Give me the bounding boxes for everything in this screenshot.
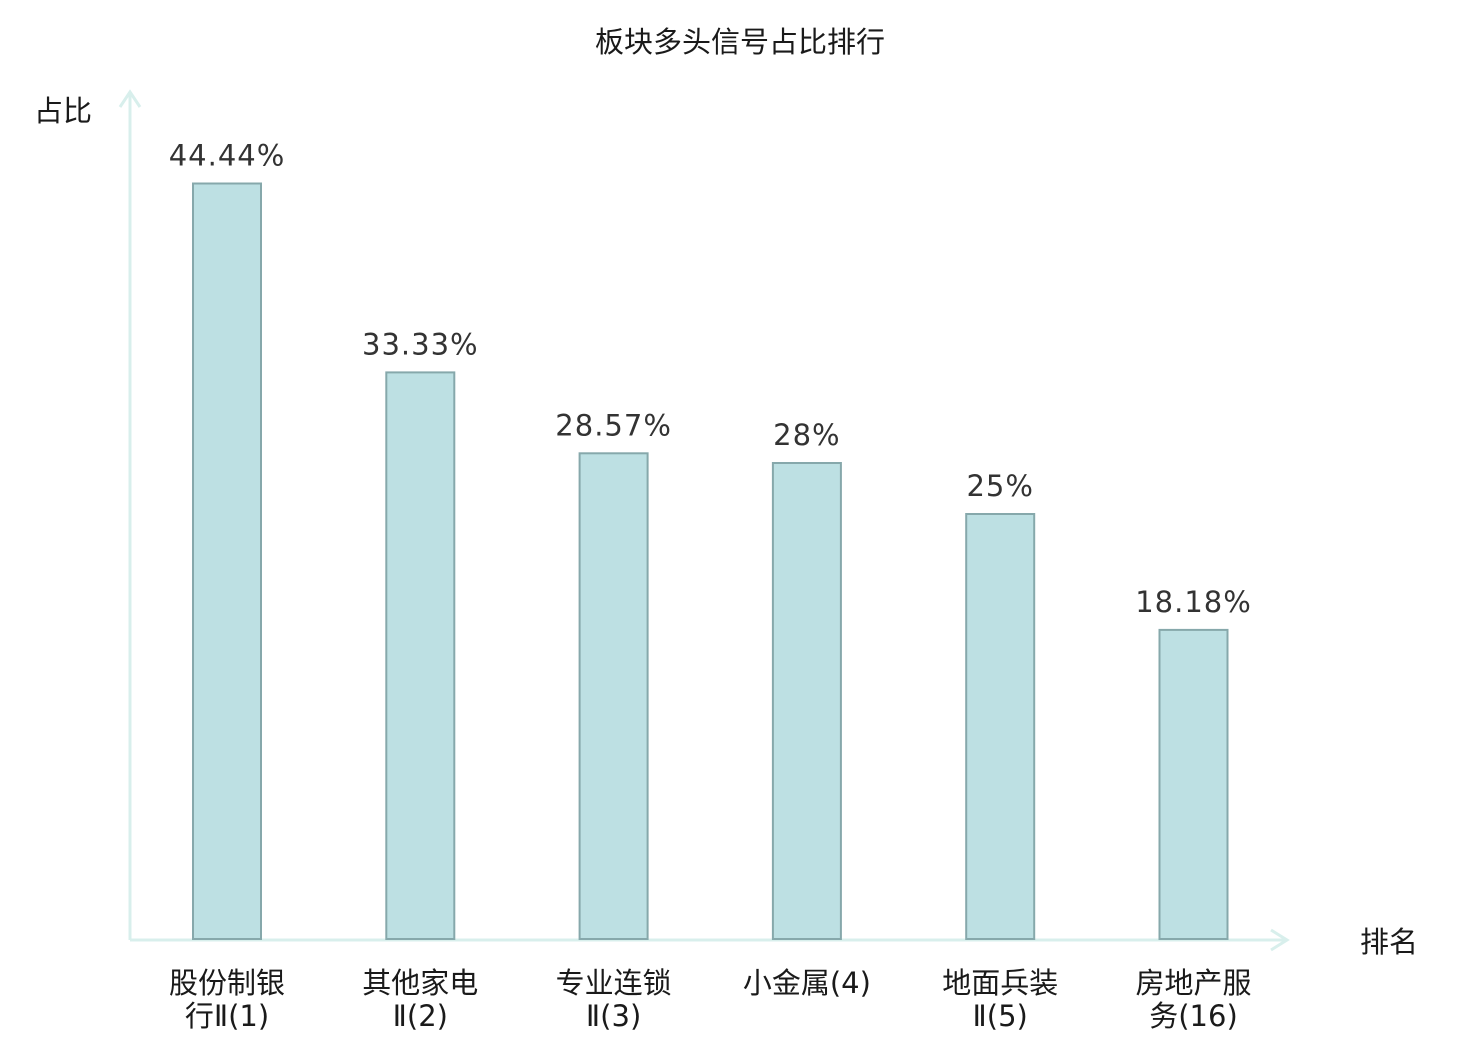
chart-title: 板块多头信号占比排行 bbox=[595, 25, 885, 59]
category-label-5-line-2: Ⅱ(5) bbox=[973, 999, 1028, 1033]
value-label-2: 33.33% bbox=[362, 327, 479, 361]
value-label-3: 28.57% bbox=[555, 408, 672, 442]
category-label-1-line-2: 行Ⅱ(1) bbox=[185, 999, 269, 1033]
bar-5 bbox=[965, 513, 1036, 940]
x-axis bbox=[130, 928, 1290, 952]
y-axis-label: 占比 bbox=[34, 94, 92, 128]
bar-3 bbox=[578, 452, 649, 940]
category-label-6-line-2: 务(16) bbox=[1149, 999, 1238, 1033]
value-label-1: 44.44% bbox=[169, 139, 286, 173]
bars bbox=[192, 182, 1229, 941]
bar-6 bbox=[1158, 628, 1229, 941]
category-label-3-line-2: Ⅱ(3) bbox=[586, 999, 641, 1033]
category-label-2-line-1: 其他家电 bbox=[362, 966, 478, 1000]
bar-2 bbox=[385, 371, 456, 940]
value-label-5: 25% bbox=[966, 469, 1033, 503]
value-label-6: 18.18% bbox=[1135, 585, 1252, 619]
category-label-5-line-1: 地面兵装 bbox=[942, 966, 1058, 1000]
category-label-1-line-1: 股份制银 bbox=[169, 966, 285, 1000]
bar-1 bbox=[192, 182, 262, 940]
x-axis-label: 排名 bbox=[1360, 925, 1418, 959]
y-axis bbox=[118, 89, 142, 940]
value-label-4: 28% bbox=[773, 418, 840, 452]
category-label-6-line-1: 房地产服 bbox=[1135, 966, 1251, 1000]
category-label-4-line-1: 小金属(4) bbox=[743, 966, 871, 1000]
bar-4 bbox=[771, 462, 842, 940]
category-label-3-line-1: 专业连锁 bbox=[556, 966, 672, 1000]
value-labels: 44.44% 33.33% 28.57% 28% 25% 18.18% bbox=[169, 139, 1252, 619]
category-label-2-line-2: Ⅱ(2) bbox=[393, 999, 448, 1033]
